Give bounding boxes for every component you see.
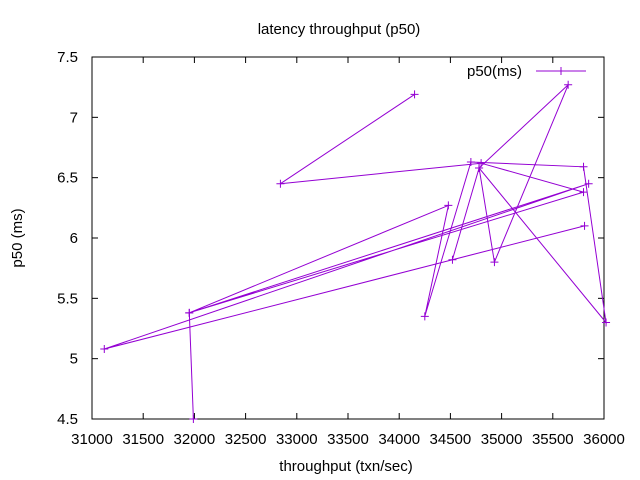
y-tick-label: 5	[70, 351, 78, 368]
y-tick-label: 6	[70, 230, 78, 247]
data-point-marker	[579, 162, 588, 171]
y-axis-ticks: 4.5 5 5.5 6 6.5 7 7.5	[57, 49, 604, 428]
y-axis-label: p50 (ms)	[9, 208, 26, 267]
legend-marker	[557, 67, 565, 75]
x-tick-label: 31000	[71, 431, 113, 448]
data-point-marker	[100, 345, 109, 354]
data-point-marker	[477, 159, 486, 168]
data-point-marker	[189, 415, 198, 423]
x-tick-label: 35500	[532, 431, 574, 448]
plot-area	[100, 80, 611, 423]
data-point-marker	[580, 221, 589, 230]
x-tick-label: 33000	[276, 431, 318, 448]
x-tick-label: 34500	[430, 431, 472, 448]
x-tick-label: 32500	[225, 431, 267, 448]
data-point-marker	[475, 164, 484, 173]
x-axis-ticks: 31000 31500 32000 32500 33000 33500 34000 34500…	[71, 57, 625, 448]
data-point-marker	[444, 201, 453, 210]
x-tick-label: 35000	[481, 431, 523, 448]
data-point-marker	[584, 179, 593, 188]
x-tick-label: 34000	[378, 431, 420, 448]
data-point-marker	[276, 179, 285, 188]
x-tick-label: 32000	[174, 431, 216, 448]
chart-title: latency throughput (p50)	[258, 21, 421, 38]
legend: p50(ms)	[467, 63, 586, 80]
y-tick-label: 6.5	[57, 170, 78, 187]
data-point-marker	[579, 188, 588, 197]
data-point-marker	[564, 80, 573, 89]
y-tick-label: 5.5	[57, 290, 78, 307]
x-tick-label: 33500	[327, 431, 369, 448]
x-tick-label: 31500	[122, 431, 164, 448]
plot-frame	[91, 56, 605, 420]
data-point-marker	[410, 90, 419, 99]
data-point-marker	[490, 258, 499, 267]
data-point-marker	[602, 318, 611, 327]
x-tick-label: 36000	[583, 431, 625, 448]
legend-label: p50(ms)	[467, 63, 522, 80]
data-point-marker	[448, 255, 457, 264]
x-axis-label: throughput (txn/sec)	[279, 458, 412, 475]
y-tick-label: 7	[70, 109, 78, 126]
data-point-marker	[466, 157, 475, 166]
y-tick-label: 4.5	[57, 411, 78, 428]
data-point-marker	[185, 308, 194, 317]
y-tick-label: 7.5	[57, 49, 78, 66]
series-line	[104, 84, 607, 420]
data-point-marker	[420, 312, 429, 321]
